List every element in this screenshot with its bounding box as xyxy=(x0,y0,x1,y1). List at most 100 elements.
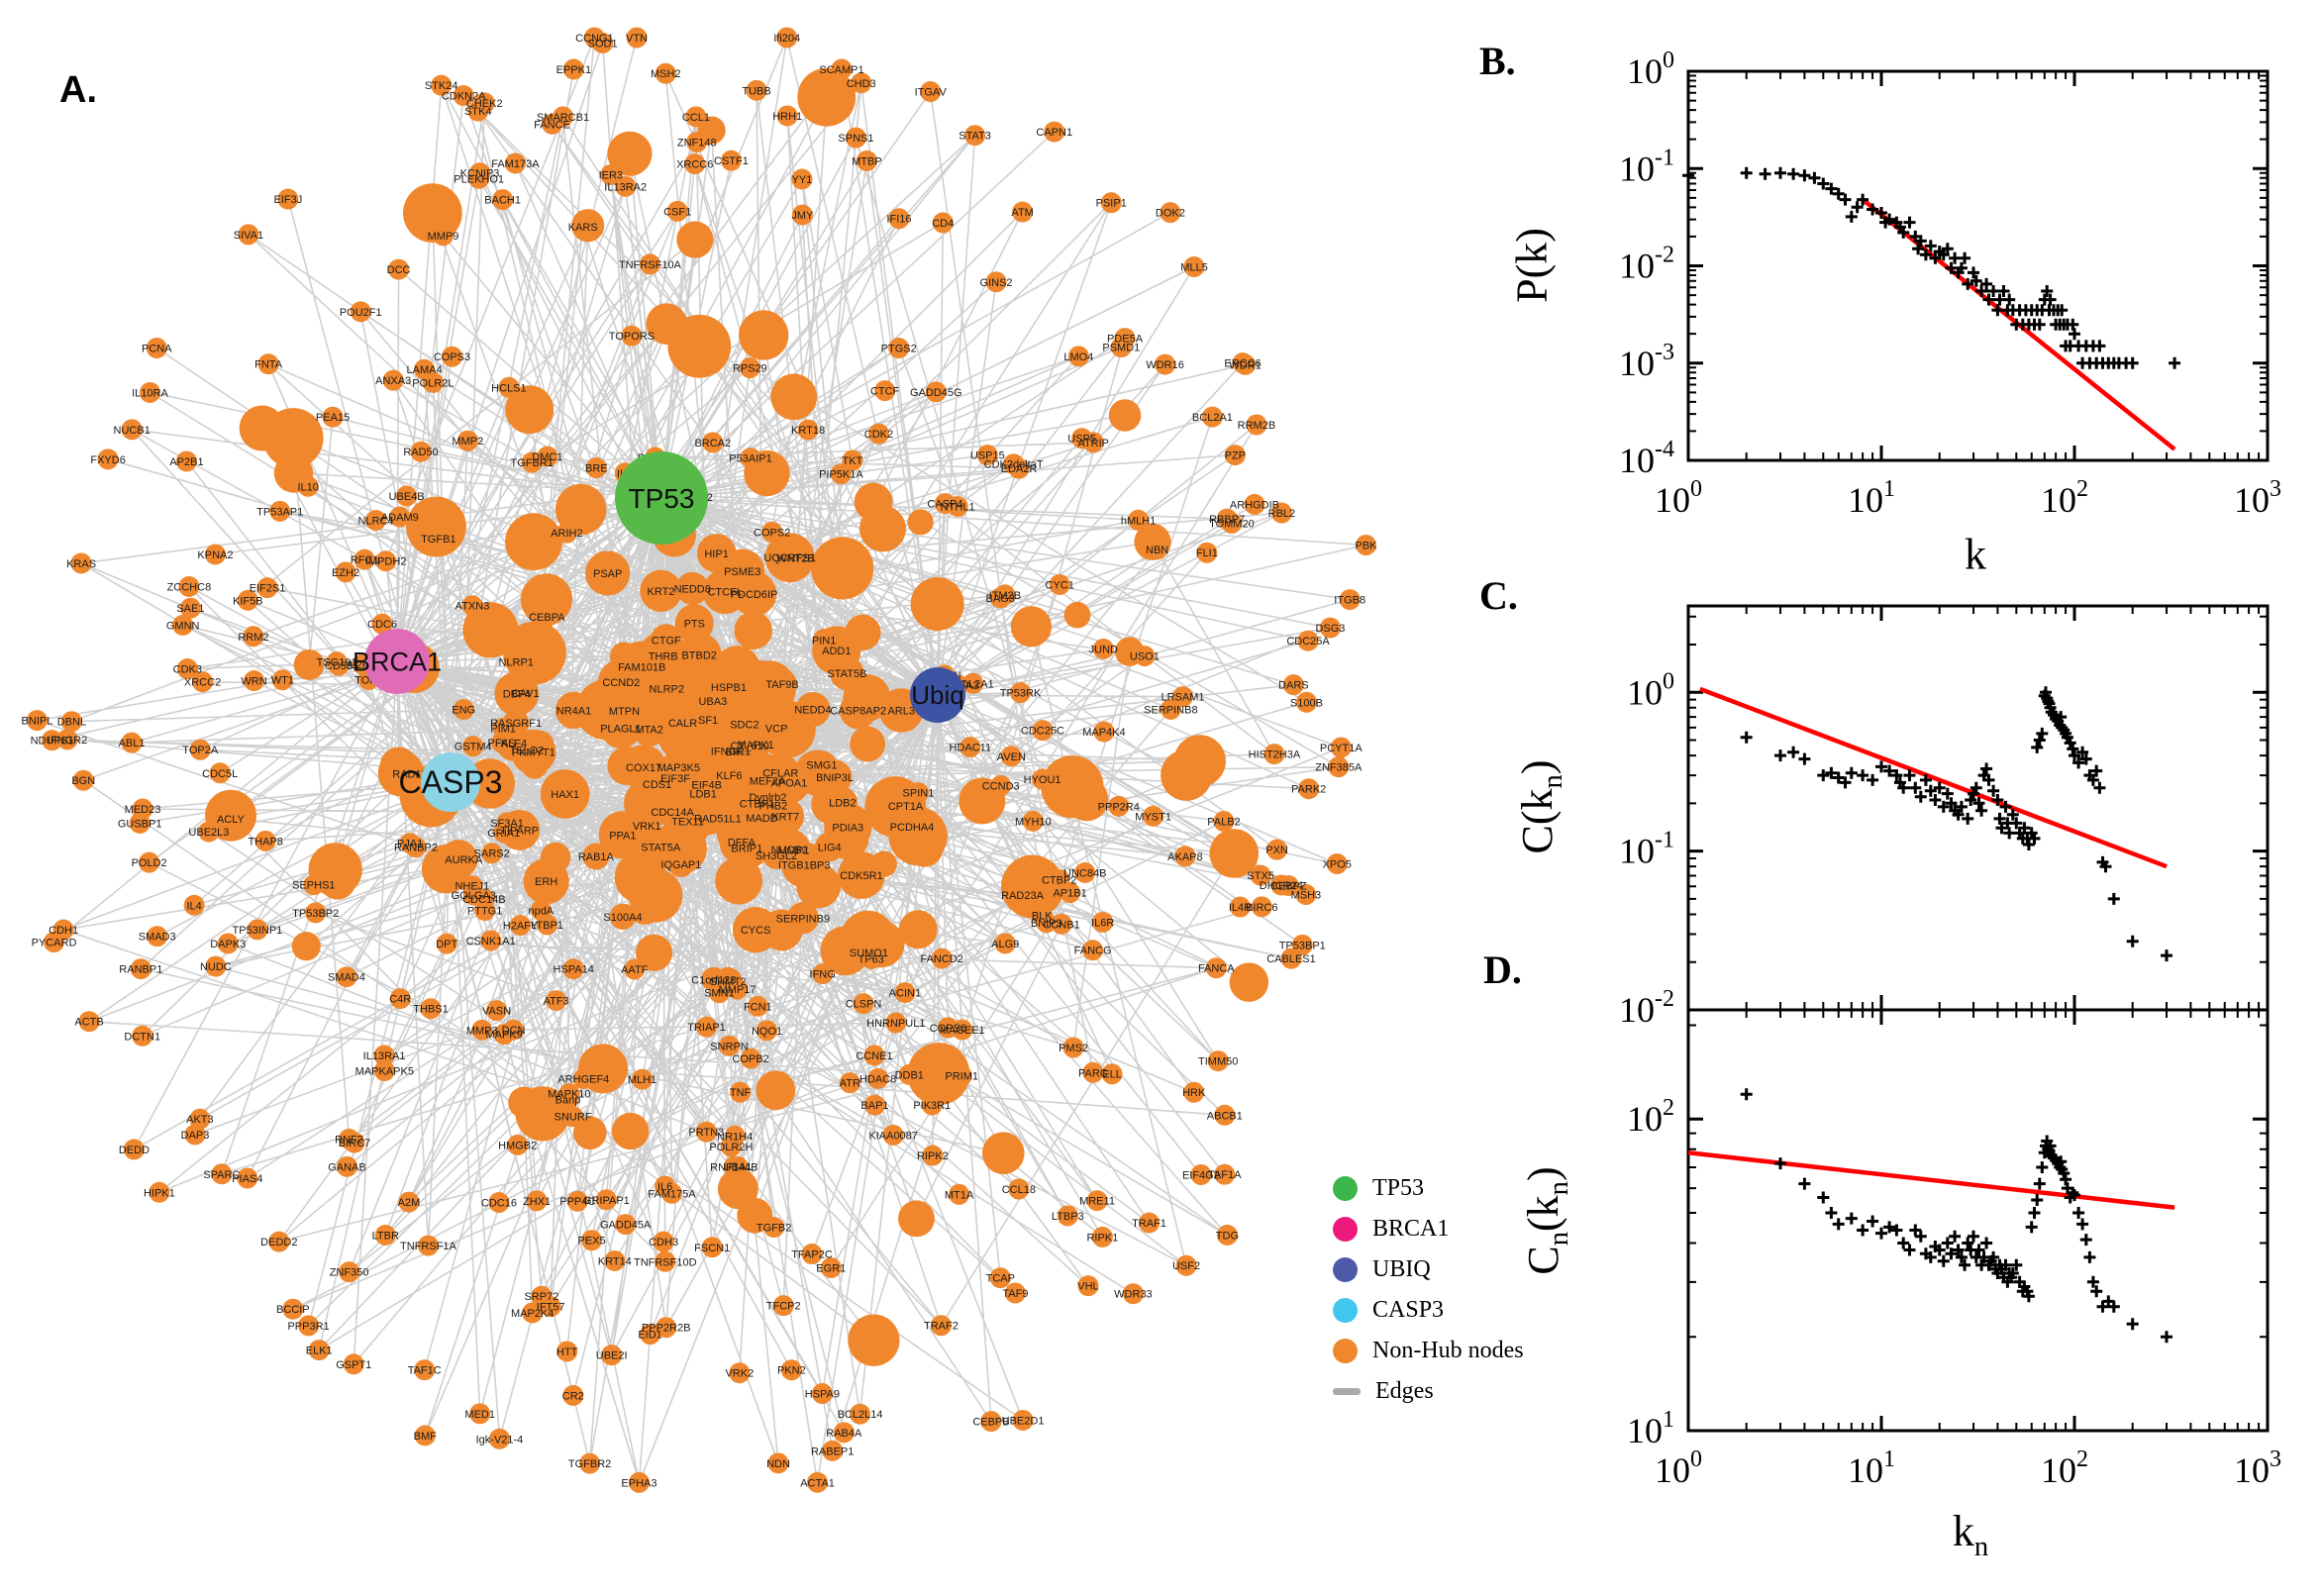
node-label: HMGB2 xyxy=(498,1140,537,1151)
tick-label: 100 xyxy=(1627,668,1674,712)
node-label: TP53RK xyxy=(1000,688,1042,700)
network-node xyxy=(303,874,325,896)
network-node xyxy=(964,125,986,147)
network-node xyxy=(994,584,1016,606)
network-node xyxy=(934,493,956,515)
network-node xyxy=(244,670,265,692)
node-label: LIG4 xyxy=(818,842,842,853)
node-label: EIF3F xyxy=(660,773,690,785)
node-label: NDN xyxy=(766,1458,790,1470)
node-label: DARS xyxy=(1278,680,1309,692)
node-label: AATF xyxy=(621,964,649,976)
network-node xyxy=(684,153,706,175)
network-node xyxy=(78,1011,100,1033)
node-label: KARS xyxy=(568,222,598,234)
node-label: ITGB1BP3 xyxy=(778,860,831,872)
network-node xyxy=(1201,406,1223,428)
node-label: CCNG1 xyxy=(575,33,614,45)
node-label: UBE4B xyxy=(389,491,425,503)
node-label: HCLS1 xyxy=(491,382,526,394)
network-node xyxy=(1032,768,1054,790)
node-label: HSPA9 xyxy=(805,1389,840,1401)
node-label: ACIN1 xyxy=(889,988,921,1000)
network-node xyxy=(1114,328,1136,349)
network-node xyxy=(339,1261,360,1283)
node-label: KLF4 xyxy=(501,738,527,749)
network-node xyxy=(581,1230,603,1251)
network-node xyxy=(867,423,889,445)
node-label: LTBP1 xyxy=(531,920,563,932)
network-node xyxy=(669,710,696,736)
node-label: PARK2 xyxy=(1291,784,1326,796)
network-node xyxy=(851,72,872,94)
node-label: TAF1C xyxy=(408,1365,442,1377)
network-node xyxy=(523,857,569,905)
network-node xyxy=(1108,795,1130,817)
network-node xyxy=(767,1452,789,1474)
network-node xyxy=(414,1425,436,1446)
node-label: PYCARD xyxy=(32,937,77,948)
node-label: TAF9B xyxy=(765,679,798,691)
node-label: TKT xyxy=(843,455,863,467)
network-node xyxy=(1147,539,1168,560)
node-label: CD4 xyxy=(932,218,954,230)
node-label: CHD3 xyxy=(847,78,876,90)
network-node xyxy=(297,475,319,497)
node-label: MAPK1 xyxy=(737,740,773,751)
node-label: MAPKAPK5 xyxy=(355,1066,414,1078)
node-label: THAP8 xyxy=(248,836,282,848)
node-label: AKAP8 xyxy=(1167,851,1202,863)
node-label: RASGRF1 xyxy=(490,718,542,730)
node-label: GANAB xyxy=(328,1161,366,1173)
network-node xyxy=(839,1072,860,1094)
node-label: RAB4A xyxy=(826,1428,862,1440)
node-label: HYOU1 xyxy=(1024,774,1061,786)
network-node xyxy=(428,528,450,549)
network-node xyxy=(1224,445,1246,466)
node-label: CDK2 xyxy=(864,429,893,441)
network-node xyxy=(121,732,143,753)
node-label: TUBB xyxy=(742,85,770,97)
network-node xyxy=(732,906,779,953)
node-label: WNT2B xyxy=(776,552,815,564)
network-node xyxy=(271,669,293,691)
network-node xyxy=(530,899,552,921)
node-label: MSH2 xyxy=(651,68,681,80)
legend-item-nonhub: Non-Hub nodes xyxy=(1333,1331,1524,1371)
fit-line xyxy=(1699,686,2168,869)
network-node xyxy=(1250,864,1271,886)
network-node xyxy=(189,739,211,760)
network-node xyxy=(1160,202,1181,224)
node-label: PSME3 xyxy=(724,566,760,578)
network-node xyxy=(791,168,813,190)
network-node xyxy=(522,1302,544,1324)
node-label: TCAP xyxy=(986,1273,1015,1285)
network-node xyxy=(492,189,514,211)
network-node xyxy=(130,958,152,980)
network-node xyxy=(952,1019,973,1041)
node-label: UBE2D1 xyxy=(1002,1415,1045,1427)
node-label: Ifi204 xyxy=(773,33,800,45)
network-node xyxy=(867,1067,889,1089)
network-node xyxy=(269,500,291,522)
node-label: CYC1 xyxy=(1046,579,1074,591)
node-label: FCN1 xyxy=(744,1001,772,1013)
network-node xyxy=(461,875,483,897)
network-node xyxy=(920,81,942,103)
network-node xyxy=(609,903,637,931)
node-label: MMP1 xyxy=(778,845,810,856)
node-label: GSPT1 xyxy=(336,1359,371,1371)
network-node xyxy=(1175,1254,1197,1276)
network-node xyxy=(656,1317,677,1339)
node-label: CEBPA xyxy=(529,612,565,624)
node-label: DMC1 xyxy=(532,451,562,463)
node-label: VASN xyxy=(482,1006,511,1018)
node-label: IFI16 xyxy=(886,214,911,226)
node-label: IFNG xyxy=(810,969,836,981)
network-node xyxy=(97,449,119,470)
panel-d-label: D. xyxy=(1483,948,1522,992)
network-node xyxy=(994,933,1016,954)
node-label: CSF1 xyxy=(663,206,691,218)
node-label: SEPHS1 xyxy=(292,880,335,892)
